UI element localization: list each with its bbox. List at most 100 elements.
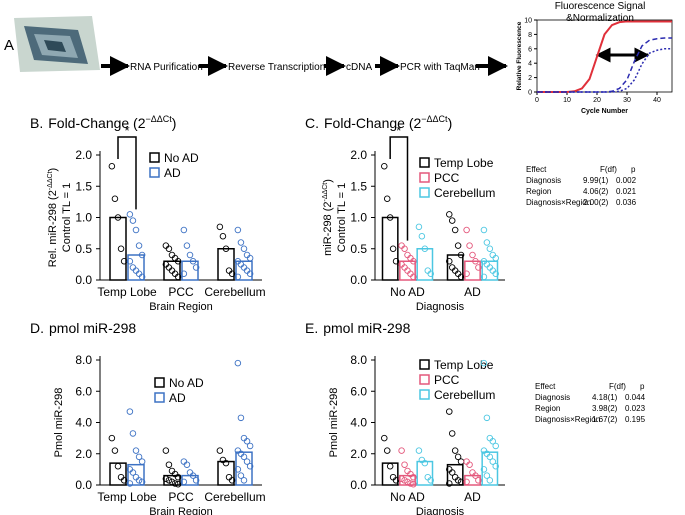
data-point: [492, 442, 499, 450]
panel-label: D.: [30, 320, 44, 336]
data-point: [492, 270, 499, 278]
data-point: [189, 258, 197, 265]
data-point: [389, 245, 397, 252]
data-point: [381, 162, 388, 170]
data-point: [174, 473, 182, 481]
bar: [416, 248, 434, 281]
data-point: [126, 258, 134, 265]
y-tick-label: 0.0: [350, 273, 367, 287]
table-cell: Diagnosis×Region: [526, 198, 591, 207]
data-point: [486, 245, 494, 252]
bar: [235, 260, 253, 281]
data-point: [192, 264, 200, 271]
data-point: [222, 245, 230, 252]
data-point: [486, 453, 494, 461]
data-point: [386, 214, 394, 221]
data-point: [234, 226, 242, 234]
legend-swatch: [419, 359, 430, 370]
data-point: [392, 258, 400, 265]
data-point: [228, 270, 236, 278]
x-axis-label: Brain Region: [149, 506, 213, 515]
data-point: [117, 245, 125, 252]
data-point: [240, 434, 248, 442]
bar: [446, 463, 464, 486]
curve: [537, 20, 672, 93]
data-point: [132, 267, 140, 274]
data-point: [186, 251, 194, 259]
data-point: [480, 466, 488, 473]
data-point: [222, 459, 230, 467]
x-axis-label: Brain Region: [149, 301, 213, 313]
legend-swatch: [149, 152, 160, 163]
y-tick-label: 6.0: [75, 384, 92, 398]
data-point: [237, 239, 245, 246]
data-point: [162, 242, 170, 249]
y-axis-label: miR-298 (2-ΔΔCt): [322, 179, 334, 256]
data-point: [186, 469, 194, 476]
data-point: [138, 478, 146, 486]
panel-label: B.: [30, 115, 43, 131]
data-point: [129, 217, 137, 224]
table-cell: 0.002: [616, 176, 637, 185]
data-point: [225, 267, 233, 274]
table-cell: 0.023: [625, 404, 646, 413]
chart-title: B. Fold-Change (2−ΔΔCt): [30, 114, 176, 131]
y-axis-label: Control TL = 1: [61, 183, 73, 252]
data-point: [489, 458, 497, 465]
data-point: [240, 453, 248, 461]
data-point: [228, 477, 236, 484]
bar: [217, 248, 235, 281]
y-tick-label: 0.0: [75, 478, 92, 492]
bar: [217, 460, 235, 486]
data-point: [472, 472, 479, 479]
title-text: pmol miR-298: [49, 320, 136, 336]
y-axis-label: Pmol miR-298: [328, 388, 340, 458]
legend-swatch: [419, 172, 430, 183]
data-point: [111, 195, 119, 202]
y-label-text: miR-298 (2: [322, 201, 334, 255]
data-point: [165, 245, 173, 252]
data-point: [398, 447, 405, 454]
x-tick-label: Cerebellum: [204, 490, 265, 504]
data-point: [135, 453, 143, 461]
curve: [537, 48, 672, 93]
x-tick-label: PCC: [168, 490, 194, 504]
y-tick-label: 2.0: [350, 447, 367, 461]
y-tick-label: 0.5: [350, 242, 367, 256]
data-point: [132, 447, 140, 454]
bar: [109, 216, 127, 281]
data-point: [174, 258, 182, 265]
y-tick-label: 2.0: [350, 148, 367, 162]
data-point: [463, 226, 470, 234]
table-cell: Region: [535, 404, 560, 413]
y-tick-label: 2.0: [75, 148, 92, 162]
table-cell: 0.044: [625, 393, 646, 402]
chart-title: D. pmol miR-298: [30, 320, 136, 336]
table-cell: 0.036: [616, 198, 637, 207]
title-superscript: −ΔΔCt: [421, 114, 448, 124]
data-point: [183, 242, 191, 249]
data-point: [480, 226, 488, 234]
data-point: [410, 273, 417, 281]
panel-label: E.: [305, 320, 318, 336]
table-cell: 1.67(2): [592, 415, 618, 424]
data-point: [168, 467, 176, 475]
data-point: [383, 195, 391, 202]
data-point: [427, 477, 434, 484]
table-cell: 9.99(1): [583, 176, 609, 185]
data-point: [240, 264, 248, 271]
data-point: [129, 430, 137, 437]
x-tick-label: 10: [563, 97, 571, 104]
legend-label: AD: [169, 391, 186, 405]
bar: [446, 254, 464, 281]
title-end: ): [448, 115, 453, 131]
table-header: F(df): [609, 382, 626, 391]
data-point: [448, 217, 456, 224]
data-point: [240, 477, 248, 484]
data-point: [246, 463, 254, 470]
y-label-end: ): [322, 179, 334, 183]
data-point: [108, 434, 116, 442]
y-tick-label: 4.0: [350, 416, 367, 430]
data-point: [407, 480, 414, 487]
data-point: [483, 472, 491, 479]
